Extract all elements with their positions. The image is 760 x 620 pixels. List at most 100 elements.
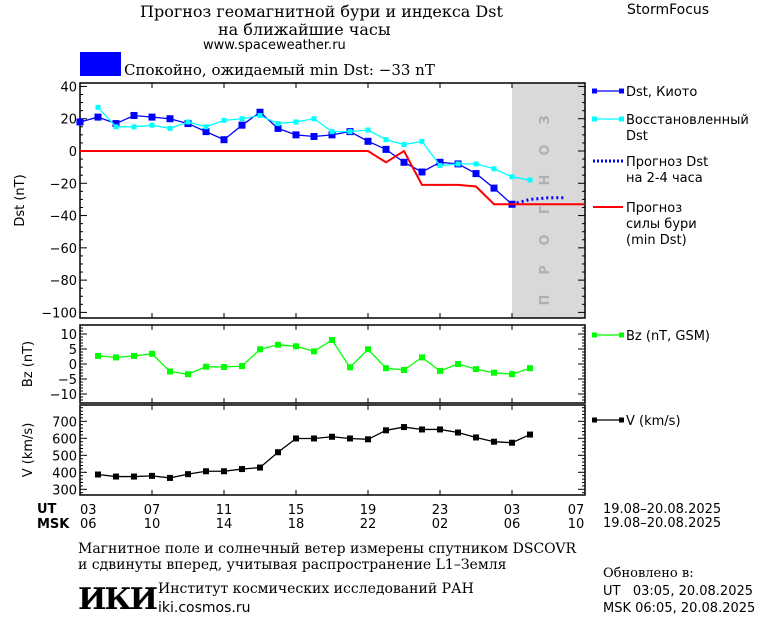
legend-marker — [592, 332, 597, 338]
y-tick-label: 5 — [69, 343, 77, 358]
data-point — [311, 348, 317, 355]
ut-tick-label: 19 — [360, 503, 377, 518]
legend-label: Dst — [626, 129, 648, 144]
data-point — [419, 138, 425, 144]
data-point — [527, 365, 533, 372]
data-point — [293, 435, 299, 442]
y-tick-label: 10 — [60, 328, 77, 343]
msk-tick-label: 22 — [360, 517, 377, 532]
data-point — [202, 128, 210, 136]
data-point — [131, 352, 137, 359]
data-point — [148, 113, 156, 121]
series-line-2 — [511, 196, 566, 206]
chart-title: Прогноз геомагнитной бури и индекса Dst — [140, 2, 503, 21]
data-point — [419, 354, 425, 361]
legend-marker — [592, 417, 597, 423]
institute-name: Институт космических исследований РАН — [158, 581, 474, 597]
data-point — [131, 124, 137, 130]
forecast-band-letter: О — [538, 144, 553, 155]
data-point — [347, 364, 353, 371]
data-point — [257, 464, 263, 471]
data-point — [274, 124, 282, 132]
ut-date-range: 19.08–20.08.2025 — [603, 502, 722, 517]
legend-marker — [592, 88, 597, 94]
data-point — [239, 466, 245, 473]
data-point — [185, 119, 191, 125]
series-line-20 — [97, 426, 531, 479]
data-point — [401, 142, 407, 148]
data-point — [221, 117, 227, 123]
institute-site[interactable]: iki.cosmos.ru — [158, 600, 251, 616]
data-point — [113, 124, 119, 130]
data-point — [166, 115, 174, 123]
data-point — [203, 363, 209, 370]
data-point — [418, 168, 426, 176]
data-point — [401, 424, 407, 431]
ut-tick-label: 07 — [568, 503, 585, 518]
data-point — [293, 119, 299, 125]
data-point — [130, 111, 138, 119]
source-url[interactable]: www.spaceweather.ru — [203, 38, 346, 53]
y-tick-label: 300 — [52, 483, 77, 498]
ut-tick-label: 03 — [504, 503, 521, 518]
data-point — [455, 429, 461, 436]
data-point — [292, 131, 300, 139]
forecast-band-letter: Г — [538, 206, 553, 214]
data-point — [365, 127, 371, 133]
data-point — [95, 352, 101, 359]
msk-tick-label: 18 — [288, 517, 305, 532]
chart-subtitle: на ближайшие часы — [218, 20, 391, 39]
y-tick-label: −5 — [58, 373, 77, 388]
data-point — [112, 120, 120, 128]
data-point — [239, 363, 245, 370]
legend-marker — [619, 116, 624, 122]
footer-note-2: и сдвинуты вперед, учитывая распростране… — [78, 557, 507, 573]
data-point — [293, 343, 299, 350]
y-tick-label: 400 — [52, 466, 77, 481]
y-tick-label: −10 — [50, 388, 77, 403]
data-point — [310, 132, 318, 140]
y-tick-label: 20 — [60, 113, 77, 128]
footer-note-1: Магнитное поле и солнечный ветер измерен… — [78, 541, 577, 557]
series-line-10 — [97, 339, 531, 375]
ut-tick-label: 15 — [288, 503, 305, 518]
data-point — [509, 439, 515, 446]
data-point — [437, 426, 443, 433]
data-point — [527, 431, 533, 438]
iki-logo: ИКИ — [78, 582, 158, 617]
updated-label: Обновлено в: — [603, 566, 694, 581]
data-point — [185, 371, 191, 378]
data-point — [113, 473, 119, 480]
data-point — [437, 367, 443, 374]
msk-tick-label: 06 — [504, 517, 521, 532]
data-point — [347, 435, 353, 442]
data-point — [473, 434, 479, 441]
forecast-band-letter: Р — [538, 265, 553, 275]
y-tick-label: −40 — [50, 210, 77, 225]
y-tick-label: 40 — [60, 80, 77, 95]
msk-label: MSK — [37, 517, 70, 532]
data-point — [455, 161, 461, 167]
ut-label: UT — [37, 502, 57, 517]
data-point — [167, 474, 173, 481]
legend-label: на 2-4 часа — [626, 171, 703, 186]
legend-label: Восстановленный — [626, 113, 749, 128]
plot-frame — [79, 82, 586, 319]
data-point — [329, 433, 335, 440]
data-point — [329, 337, 335, 343]
y-axis-title: V (km/s) — [21, 423, 36, 478]
legend-label: силы бури — [626, 217, 697, 232]
y-tick-label: 0 — [69, 358, 77, 373]
data-point — [238, 121, 246, 129]
data-point — [149, 472, 155, 479]
data-point — [491, 369, 497, 376]
data-point — [311, 435, 317, 442]
forecast-band — [512, 83, 585, 318]
data-point — [239, 116, 245, 122]
y-tick-label: −60 — [50, 242, 77, 257]
data-point — [436, 158, 444, 166]
data-point — [401, 367, 407, 373]
updated-msk: MSK 06:05, 20.08.2025 — [603, 601, 756, 616]
brand: StormFocus — [627, 2, 710, 18]
